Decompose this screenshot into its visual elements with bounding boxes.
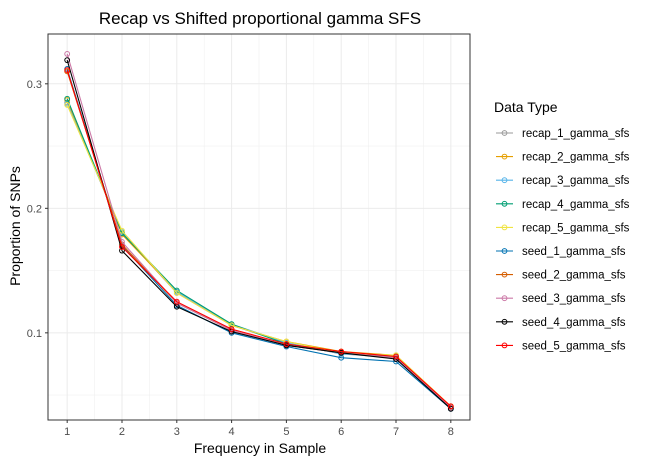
legend: Data Type recap_1_gamma_sfs recap_2_gamma… (494, 99, 630, 352)
x-axis: 1 2 3 4 5 6 7 8 (64, 420, 454, 438)
data-point (119, 227, 125, 234)
legend-label: seed_3_gamma_sfs (522, 293, 626, 305)
series-layer (64, 51, 454, 412)
data-point (119, 244, 125, 250)
legend-key-point (501, 248, 508, 254)
x-axis-label: Frequency in Sample (194, 440, 327, 456)
series-line (66, 53, 452, 408)
legend-item: seed_1_gamma_sfs (496, 246, 626, 258)
legend-label: seed_5_gamma_sfs (522, 340, 626, 352)
legend-label: recap_1_gamma_sfs (522, 128, 630, 140)
legend-key-point (501, 295, 508, 302)
x-tick-label: 7 (393, 426, 399, 438)
data-point (64, 95, 71, 102)
data-point (283, 341, 290, 347)
legend-item: recap_4_gamma_sfs (496, 199, 630, 211)
x-tick-label: 8 (448, 426, 454, 438)
x-tick-label: 4 (229, 426, 235, 438)
y-tick-label: 0.3 (27, 79, 42, 91)
x-tick-label: 1 (64, 426, 70, 438)
chart-title: Recap vs Shifted proportional gamma SFS (99, 9, 421, 28)
legend-key-point (501, 342, 508, 349)
data-point (64, 67, 71, 74)
legend-label: recap_4_gamma_sfs (522, 199, 630, 211)
data-point (119, 247, 125, 254)
data-point (228, 326, 235, 333)
data-point (338, 348, 345, 355)
legend-key-point (501, 177, 508, 184)
x-tick-label: 6 (338, 426, 344, 438)
data-point (447, 403, 454, 410)
data-point (64, 102, 71, 108)
series-line (66, 104, 452, 407)
legend-key-point (501, 200, 508, 207)
legend-label: recap_5_gamma_sfs (522, 222, 630, 234)
series-line (66, 69, 452, 407)
legend-title: Data Type (494, 99, 558, 115)
plot-frame (47, 33, 471, 421)
x-tick-label: 3 (174, 426, 180, 438)
legend-item: recap_2_gamma_sfs (496, 152, 630, 164)
legend-item: seed_4_gamma_sfs (496, 317, 626, 329)
y-axis: 0.1 0.2 0.3 (27, 79, 48, 340)
legend-item: seed_5_gamma_sfs (496, 340, 626, 352)
series-seed_5_gamma_sfs (64, 67, 454, 410)
y-tick-label: 0.2 (27, 203, 42, 215)
x-tick-label: 2 (119, 426, 125, 438)
series-line (66, 59, 452, 410)
legend-item: seed_2_gamma_sfs (496, 270, 626, 282)
data-point (173, 290, 180, 296)
legend-key-point (501, 130, 508, 136)
legend-label: recap_2_gamma_sfs (522, 152, 630, 164)
legend-label: recap_3_gamma_sfs (522, 175, 630, 187)
data-point (64, 57, 71, 64)
legend-key-point (501, 224, 508, 231)
data-point (447, 405, 454, 412)
y-tick-label: 0.1 (27, 328, 42, 340)
legend-item: recap_3_gamma_sfs (496, 175, 630, 187)
y-axis-label: Proportion of SNPs (7, 166, 23, 286)
data-point (173, 298, 180, 305)
plot-panel (47, 33, 471, 421)
legend-label: seed_2_gamma_sfs (522, 270, 626, 282)
x-tick-label: 5 (283, 426, 289, 438)
legend-key-point (501, 271, 508, 278)
legend-key-point (501, 318, 508, 325)
legend-key-point (501, 153, 508, 160)
legend-item: recap_1_gamma_sfs (496, 128, 630, 140)
data-point (393, 353, 399, 360)
legend-label: seed_1_gamma_sfs (522, 246, 626, 258)
legend-item: recap_5_gamma_sfs (496, 222, 630, 234)
legend-label: seed_4_gamma_sfs (522, 317, 626, 329)
data-point (64, 51, 71, 57)
legend-item: seed_3_gamma_sfs (496, 293, 626, 305)
minor-gridlines (48, 34, 470, 420)
